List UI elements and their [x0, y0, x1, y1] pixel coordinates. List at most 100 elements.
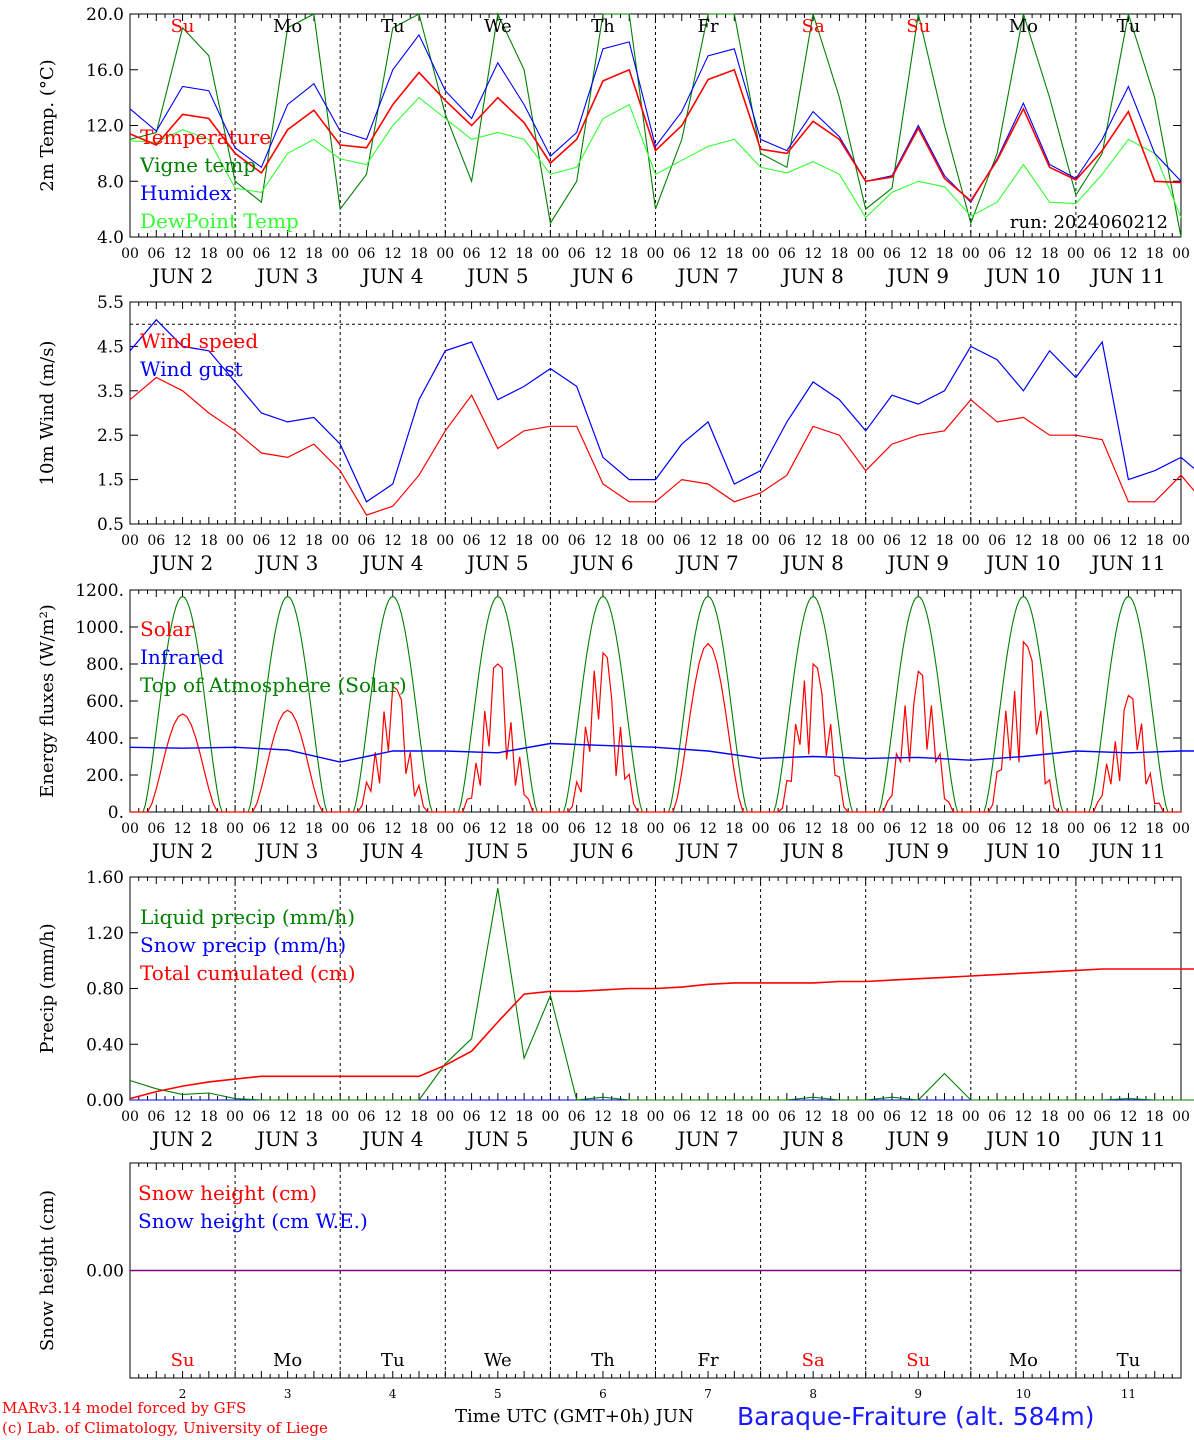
- x-date-label: JUN 11: [1089, 551, 1165, 575]
- y-axis-3: 0.00 0.40 0.80 1.20 1.60 Precip (mm/h): [37, 868, 1181, 1111]
- y-tick-label: 4.5: [97, 337, 124, 357]
- x-tick-label: 12: [1120, 533, 1138, 549]
- y-tick-label: 16.0: [86, 61, 124, 81]
- x-tick-label: 12: [489, 246, 507, 262]
- x-tick-label: 00: [857, 1109, 875, 1125]
- series-line-vigne-temp: [129, 12, 1182, 238]
- station-label: Baraque-Fraiture (alt. 584m): [737, 1402, 1095, 1431]
- x-tick-label: 00: [541, 821, 559, 837]
- x-date-label: JUN 9: [886, 1127, 949, 1151]
- legend-item: Infrared: [140, 645, 224, 669]
- y-axis-4: 0.00 Snow height (cm): [37, 1190, 1181, 1351]
- x-tick-label: 06: [252, 1109, 270, 1125]
- x-tick-label: 06: [883, 821, 901, 837]
- legend-item: Vigne temp: [139, 153, 256, 177]
- y-tick-label: 0.00: [86, 1262, 124, 1282]
- y-tick-label: 5.5: [97, 293, 124, 313]
- x-tick-label: 00: [121, 1109, 139, 1125]
- legend-item: Humidex: [140, 181, 232, 205]
- y-tick-label: 0.00: [86, 1091, 124, 1111]
- credit-line-2: (c) Lab. of Climatology, University of L…: [2, 1419, 328, 1437]
- legend-0: Temperature Vigne temp Humidex DewPoint Tem…: [139, 125, 299, 233]
- x-tick-label: 06: [1093, 1109, 1111, 1125]
- day-name-label: Mo: [1009, 16, 1038, 37]
- x-tick-label: 06: [883, 1109, 901, 1125]
- x-tick-label: 18: [1041, 821, 1059, 837]
- x-tick-label: 06: [568, 1109, 586, 1125]
- x-tick-label: 18: [725, 1109, 743, 1125]
- x-tick-label: 00: [331, 821, 349, 837]
- legend-4: Snow height (cm) Snow height (cm W.E.): [138, 1181, 368, 1233]
- x-tick-label: 12: [594, 821, 612, 837]
- x-tick-label: 06: [463, 533, 481, 549]
- x-tick-label: 12: [594, 246, 612, 262]
- y-tick-label: 0.5: [97, 515, 124, 535]
- x-tick-label: 06: [1093, 821, 1111, 837]
- x-tick-label: 18: [831, 533, 849, 549]
- x-tick-label: 06: [358, 1109, 376, 1125]
- legend-item: Liquid precip (mm/h): [140, 905, 355, 929]
- x-date-label: JUN 7: [675, 551, 738, 575]
- x-tick-label: 12: [909, 246, 927, 262]
- x-date-label: JUN 5: [465, 839, 528, 863]
- y-tick-label: 0.80: [86, 980, 124, 1000]
- x-tick-label: 00: [541, 1109, 559, 1125]
- y-tick-label: 20.0: [86, 5, 124, 25]
- x-tick-label: 00: [436, 533, 454, 549]
- x-date-label: JUN 8: [780, 1127, 843, 1151]
- day-name-label: Mo: [273, 16, 302, 37]
- x-tick-label: 18: [1041, 1109, 1059, 1125]
- x-tick-label: 00: [962, 246, 980, 262]
- y-axis-title: Snow height (cm): [37, 1190, 58, 1351]
- x-tick-label: 06: [988, 821, 1006, 837]
- x-tick-label: 12: [699, 821, 717, 837]
- y-axis-0: 4.0 8.0 12.0 16.0 20.0 2m Temp. (°C): [37, 5, 1181, 248]
- x-tick-label: 12: [699, 533, 717, 549]
- x-tick-label: 12: [804, 246, 822, 262]
- x-tick-label: 00: [121, 533, 139, 549]
- x-tick-label: 18: [936, 246, 954, 262]
- day-name-label: Fr: [698, 1350, 719, 1371]
- x-tick-label: 06: [147, 821, 165, 837]
- x-tick-label: 00: [226, 821, 244, 837]
- y-tick-label: 1.5: [97, 471, 124, 491]
- x-tick-label: 06: [883, 533, 901, 549]
- x-tick-label: 18: [305, 1109, 323, 1125]
- x-tick-label: 06: [463, 821, 481, 837]
- day-name-label: Tu: [1117, 16, 1141, 37]
- x-tick-label: 06: [673, 1109, 691, 1125]
- x-tick-label: 00: [1172, 1109, 1190, 1125]
- legend-item: Total cumulated (cm): [140, 961, 356, 985]
- series-line-solar: [130, 640, 1181, 813]
- x-tick-label: 12: [804, 533, 822, 549]
- x-tick-label: 12: [279, 1109, 297, 1125]
- y-axis-title: Energy fluxes (W/m²): [37, 604, 58, 798]
- x-tick-label: 06: [778, 821, 796, 837]
- series-line-wind-gust: [129, 318, 1194, 503]
- x-tick-label: 00: [1067, 533, 1085, 549]
- y-tick-label: 400.: [86, 729, 124, 749]
- day-number-label: 5: [494, 1387, 502, 1401]
- x-tick-label: 18: [200, 533, 218, 549]
- x-date-label: JUN 2: [150, 551, 213, 575]
- x-date-label: JUN 10: [984, 551, 1060, 575]
- x-tick-label: 12: [489, 1109, 507, 1125]
- day-number-label: 6: [599, 1387, 607, 1401]
- day-name-label: Sa: [802, 1350, 825, 1371]
- legend-item: Snow height (cm): [138, 1181, 317, 1205]
- x-tick-label: 18: [410, 821, 428, 837]
- x-tick-label: 06: [568, 821, 586, 837]
- x-tick-label: 18: [410, 246, 428, 262]
- x-tick-label: 00: [857, 246, 875, 262]
- x-date-label: JUN 3: [255, 839, 318, 863]
- x-tick-label: 18: [515, 1109, 533, 1125]
- x-date-label: JUN 10: [984, 264, 1060, 288]
- x-date-label: JUN 6: [570, 264, 633, 288]
- panel-frame-2: 00 06 12 18 00 06 12 18 00 06 12 18 00 06 12 18 00 06 12 18…: [121, 589, 1190, 863]
- legend-item: Wind speed: [140, 329, 258, 353]
- run-label: run: 2024060212: [1010, 212, 1168, 233]
- x-date-label: JUN 9: [886, 839, 949, 863]
- x-tick-label: 06: [463, 246, 481, 262]
- x-tick-label: 18: [831, 1109, 849, 1125]
